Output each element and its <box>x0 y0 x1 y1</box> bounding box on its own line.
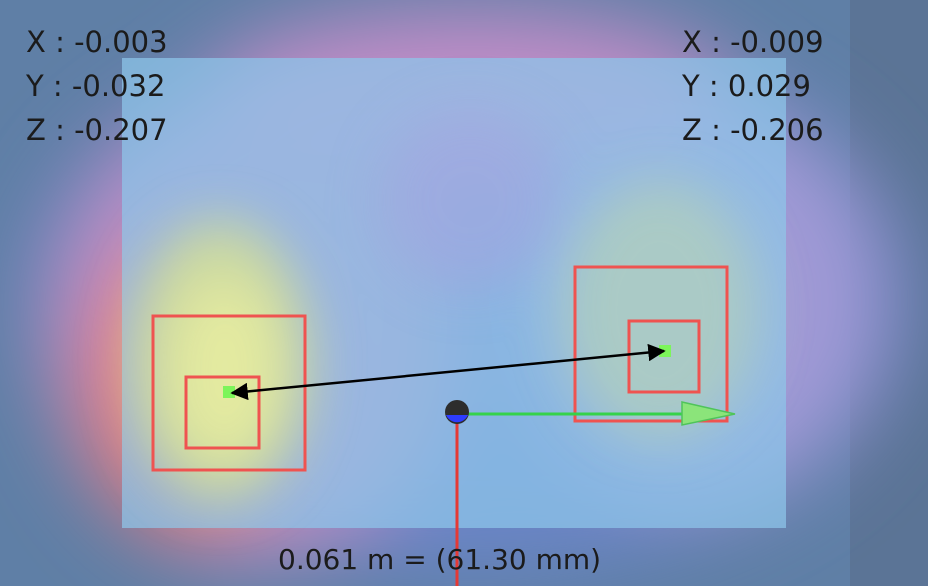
right-x-value: X : -0.009 <box>682 25 824 59</box>
origin-z-indicator <box>446 415 468 423</box>
left-point-coordinates: X : -0.003 Y : -0.032 Z : -0.207 <box>26 20 168 152</box>
measurement-arrow <box>230 343 666 401</box>
left-z-value: Z : -0.207 <box>26 113 168 147</box>
right-y-value: Y : 0.029 <box>682 69 811 103</box>
left-x-value: X : -0.003 <box>26 25 168 59</box>
distance-millimeters: (61.30 mm) <box>435 543 602 576</box>
distance-meters: 0.061 m <box>278 543 395 576</box>
left-marker-inner-box[interactable] <box>184 375 261 450</box>
right-point-coordinates: X : -0.009 Y : 0.029 Z : -0.206 <box>682 20 824 152</box>
measurement-label: 0.061 m = (61.30 mm) <box>278 540 601 580</box>
x-axis-arrow-icon <box>681 401 736 426</box>
right-z-value: Z : -0.206 <box>682 113 824 147</box>
left-y-value: Y : -0.032 <box>26 69 166 103</box>
distance-separator: = <box>403 543 427 576</box>
